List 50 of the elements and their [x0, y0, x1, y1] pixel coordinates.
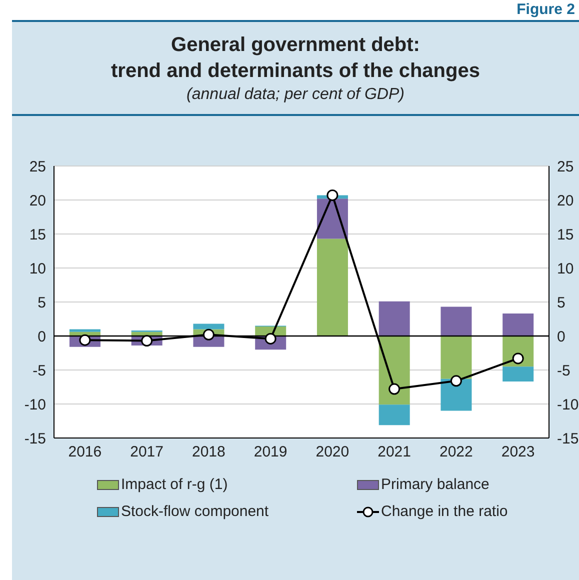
bar	[193, 324, 224, 330]
y2-tick-label: -15	[557, 430, 579, 448]
point	[450, 375, 462, 387]
y2-tick-label: 5	[557, 294, 566, 312]
y-tick-label: 25	[29, 158, 46, 176]
x-tick-label: 2021	[378, 444, 411, 461]
y2-tick-label: 10	[557, 260, 574, 278]
legend-label: Impact of r-g (1)	[121, 476, 228, 493]
y-tick-label: -5	[32, 362, 46, 380]
x-tick-label: 2022	[440, 444, 473, 461]
point	[141, 335, 153, 347]
bar	[378, 301, 410, 336]
x-tick-label: 2019	[254, 444, 288, 461]
y-tick-label: -15	[24, 430, 46, 448]
x-tick-label: 2018	[192, 444, 226, 461]
y2-tick-label: 15	[557, 226, 574, 244]
bar	[440, 306, 472, 336]
y2-tick-label: 25	[557, 158, 574, 176]
y-tick-label: 10	[29, 260, 46, 278]
legend-label: Stock-flow component	[121, 503, 269, 520]
point	[388, 383, 400, 395]
y-tick-label: 20	[29, 192, 46, 210]
point	[202, 328, 214, 340]
point	[79, 334, 91, 346]
y2-tick-label: 20	[557, 192, 574, 210]
chart-title: General government debt: trend and determinants of the changes	[110, 33, 481, 84]
y2-tick-label: -10	[557, 396, 579, 414]
y2-tick-label: 0	[557, 328, 566, 346]
y-tick-label: 0	[38, 328, 46, 346]
caption: Figure 2	[516, 1, 575, 18]
y-tick-label: 15	[29, 226, 46, 244]
x-tick-label: 2017	[130, 444, 164, 461]
bar	[316, 238, 348, 336]
y-tick-label: -10	[24, 396, 46, 414]
point	[512, 352, 524, 364]
chart-subtitle: (annual data; per cent of GDP)	[12, 86, 579, 116]
x-tick-label: 2016	[68, 444, 102, 461]
bar	[69, 329, 100, 332]
x-tick-label: 2020	[316, 444, 350, 461]
bar	[502, 366, 534, 382]
x-tick-label: 2023	[501, 444, 535, 461]
bar	[440, 336, 472, 379]
legend-label: Change in the ratio	[381, 503, 508, 520]
bar	[378, 404, 410, 426]
bar	[440, 378, 472, 411]
y-tick-label: 5	[38, 294, 46, 312]
point	[326, 189, 338, 201]
y2-tick-label: -5	[557, 362, 570, 380]
legend-label: Primary balance	[381, 476, 490, 493]
bar	[502, 314, 534, 336]
